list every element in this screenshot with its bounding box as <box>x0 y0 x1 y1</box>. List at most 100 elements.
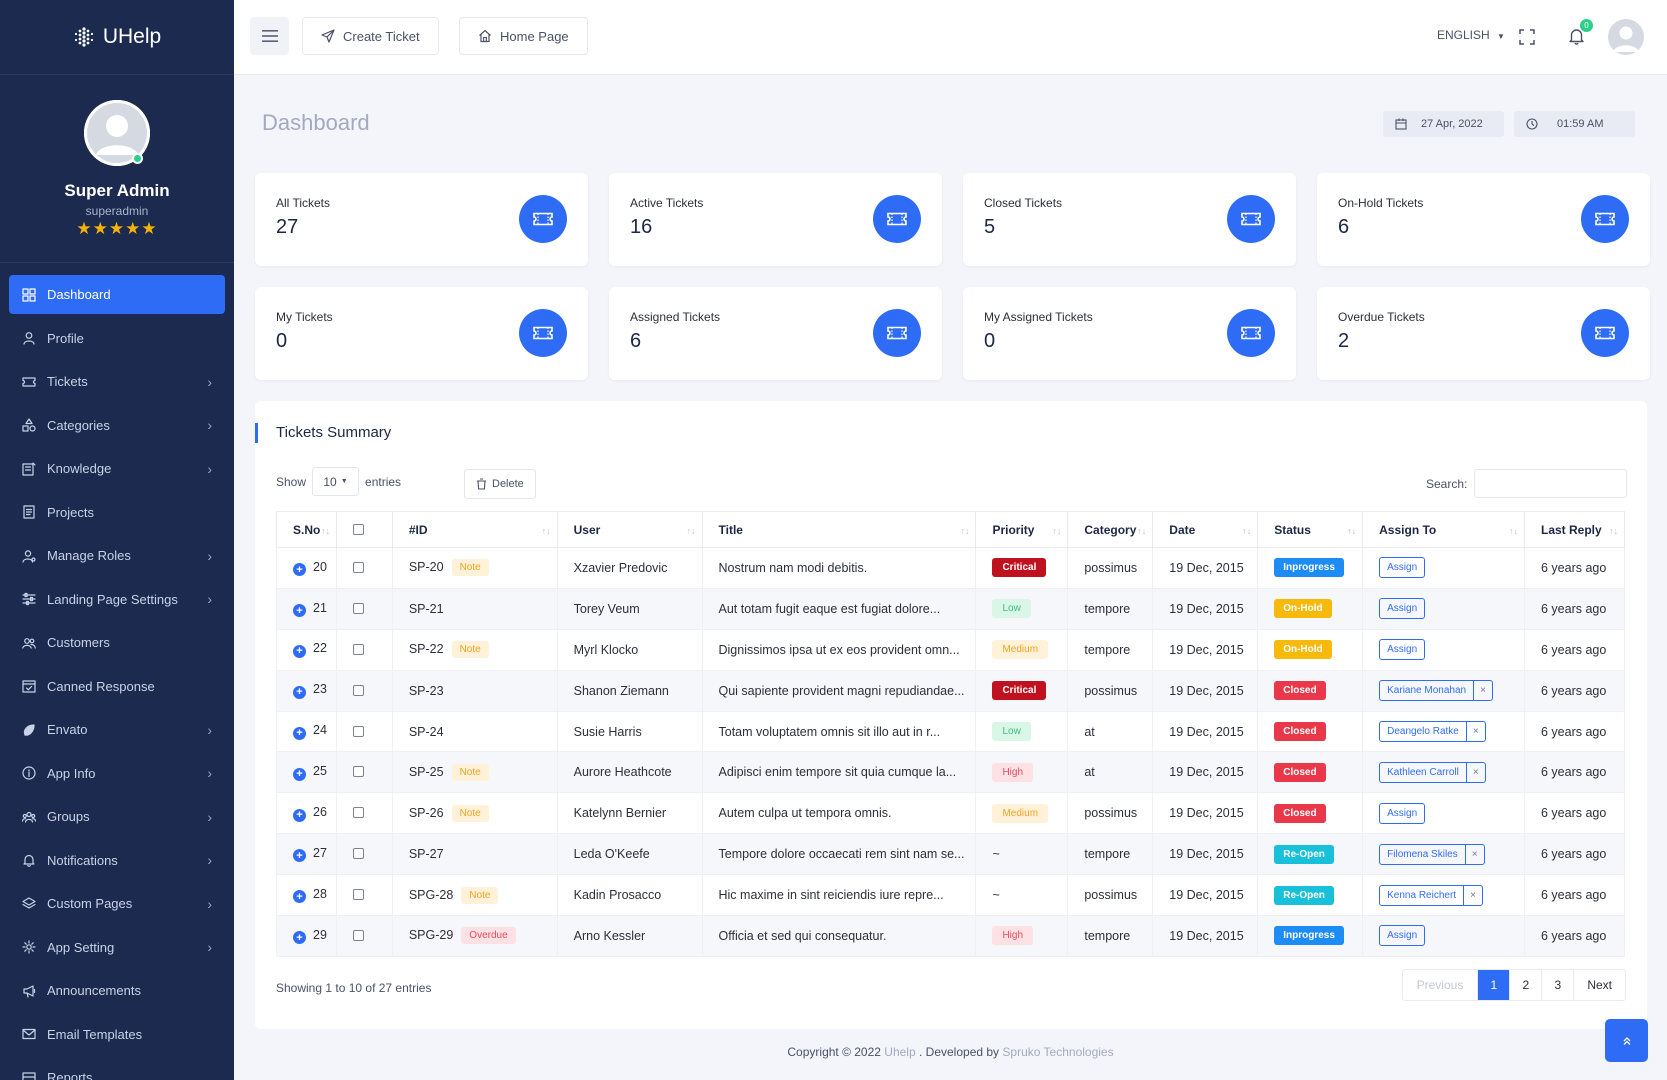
delete-button[interactable]: Delete <box>464 469 536 499</box>
stat-card-closed-tickets[interactable]: Closed Tickets 5 <box>963 173 1296 266</box>
sidebar-item-groups[interactable]: Groups › <box>9 797 225 836</box>
table-row[interactable]: +22 SP-22 Note Myrl Klocko Dignissimos ipsa … <box>276 629 1625 671</box>
table-row[interactable]: +25 SP-25 Note Aurore Heathcote Adipisci eni… <box>276 751 1625 794</box>
brand-logo[interactable]: UHelp <box>0 0 234 75</box>
ticket-id-link[interactable]: SP-24 <box>408 724 444 739</box>
table-row[interactable]: +23 SP-23 Shanon Ziemann Qui sapiente provi… <box>276 670 1625 712</box>
ticket-title-link[interactable]: Hic maxime in sint reiciendis iure repre… <box>718 888 944 903</box>
table-row[interactable]: +21 SP-21 Torey Veum Aut totam fugit eaque … <box>276 588 1625 630</box>
sidebar-item-notifications[interactable]: Notifications › <box>9 841 225 880</box>
column-header[interactable]: Date ↑↓ <box>1152 511 1259 548</box>
ticket-title-link[interactable]: Tempore dolore occaecati rem sint nam se… <box>718 847 965 862</box>
sidebar-item-categories[interactable]: Categories › <box>9 406 225 445</box>
assign-button[interactable]: Assign <box>1379 557 1426 579</box>
stat-card-assigned-tickets[interactable]: Assigned Tickets 6 <box>609 287 942 380</box>
ticket-title-link[interactable]: Aut totam fugit eaque est fugiat dolore.… <box>718 601 941 616</box>
stat-card-my-assigned-tickets[interactable]: My Assigned Tickets 0 <box>963 287 1296 380</box>
sidebar-item-landing-page-settings[interactable]: Landing Page Settings › <box>9 580 225 619</box>
assign-button[interactable]: Filomena Skiles × <box>1379 843 1485 865</box>
ticket-id-link[interactable]: SP-25 <box>408 764 444 779</box>
remove-assignee-icon[interactable]: × <box>1465 722 1485 741</box>
select-all-checkbox[interactable] <box>352 523 364 535</box>
stat-card-on-hold-tickets[interactable]: On-Hold Tickets 6 <box>1317 173 1650 266</box>
page-3-button[interactable]: 3 <box>1542 970 1575 1000</box>
table-row[interactable]: +26 SP-26 Note Katelynn Bernier Autem culpa … <box>276 792 1625 835</box>
row-checkbox[interactable] <box>352 725 364 737</box>
assign-button[interactable]: Assign <box>1379 802 1426 824</box>
sidebar-item-announcements[interactable]: Announcements <box>9 971 225 1010</box>
ticket-title-link[interactable]: Autem culpa ut tempora omnis. <box>718 806 892 821</box>
ticket-title-link[interactable]: Qui sapiente provident magni repudiandae… <box>718 683 965 698</box>
expand-row-icon[interactable]: + <box>293 685 306 699</box>
row-checkbox[interactable] <box>352 643 364 655</box>
expand-row-icon[interactable]: + <box>293 604 306 618</box>
page-2-button[interactable]: 2 <box>1510 970 1543 1000</box>
ticket-id-link[interactable]: SP-21 <box>408 601 444 616</box>
avatar[interactable] <box>84 100 150 166</box>
sidebar-item-reports[interactable]: Reports <box>9 1058 225 1080</box>
row-checkbox[interactable] <box>352 602 364 614</box>
previous-page-button[interactable]: Previous <box>1403 970 1479 1000</box>
ticket-id-link[interactable]: SP-26 <box>408 805 444 820</box>
remove-assignee-icon[interactable]: × <box>1473 681 1492 701</box>
stat-card-overdue-tickets[interactable]: Overdue Tickets 2 <box>1317 287 1650 380</box>
select-all-header[interactable] <box>336 511 393 548</box>
row-checkbox[interactable] <box>352 766 364 778</box>
company-link[interactable]: Spruko Technologies <box>1002 1045 1114 1059</box>
search-input[interactable] <box>1474 469 1628 498</box>
sidebar-item-custom-pages[interactable]: Custom Pages › <box>9 884 225 923</box>
assign-button[interactable]: Assign <box>1379 639 1426 661</box>
ticket-id-link[interactable]: SP-20 <box>408 560 444 575</box>
expand-row-icon[interactable]: + <box>293 849 306 863</box>
row-checkbox[interactable] <box>352 929 364 941</box>
expand-row-icon[interactable]: + <box>293 644 306 658</box>
fullscreen-icon[interactable] <box>1519 29 1535 45</box>
table-row[interactable]: +27 SP-27 Leda O'Keefe Tempore dolore occae… <box>276 833 1625 876</box>
column-header[interactable]: Last Reply ↑↓ <box>1524 511 1625 548</box>
ticket-title-link[interactable]: Dignissimos ipsa ut ex eos provident omn… <box>718 642 960 657</box>
scroll-to-top-button[interactable] <box>1605 1019 1648 1062</box>
column-header[interactable]: Priority ↑↓ <box>975 511 1069 548</box>
sidebar-item-envato[interactable]: Envato › <box>9 710 225 749</box>
ticket-title-link[interactable]: Nostrum nam modi debitis. <box>718 560 868 575</box>
table-row[interactable]: +28 SPG-28 Note Kadin Prosacco Hic maxime in… <box>276 874 1625 917</box>
column-header[interactable]: Status ↑↓ <box>1257 511 1364 548</box>
sidebar-item-customers[interactable]: Customers <box>9 623 225 662</box>
entries-select[interactable]: 10 ▼ <box>312 467 360 496</box>
column-header[interactable]: S.No ↑↓ <box>276 511 337 548</box>
expand-row-icon[interactable]: + <box>293 808 306 822</box>
expand-row-icon[interactable]: + <box>293 931 306 945</box>
row-checkbox[interactable] <box>352 889 364 901</box>
assign-button[interactable]: Assign <box>1379 925 1426 947</box>
sidebar-item-projects[interactable]: Projects <box>9 493 225 532</box>
row-checkbox[interactable] <box>352 807 364 819</box>
stat-card-active-tickets[interactable]: Active Tickets 16 <box>609 173 942 266</box>
assign-button[interactable]: Kathleen Carroll × <box>1379 761 1486 783</box>
sidebar-item-app-info[interactable]: App Info › <box>9 754 225 793</box>
expand-row-icon[interactable]: + <box>293 563 306 577</box>
ticket-id-link[interactable]: SP-23 <box>408 683 444 698</box>
remove-assignee-icon[interactable]: × <box>1463 885 1482 905</box>
ticket-id-link[interactable]: SP-22 <box>408 642 444 657</box>
table-row[interactable]: +20 SP-20 Note Xzavier Predovic Nostrum nam … <box>276 547 1625 589</box>
assign-button[interactable]: Deangelo Ratke × <box>1379 721 1486 742</box>
menu-toggle-button[interactable] <box>250 17 289 55</box>
sidebar-item-knowledge[interactable]: Knowledge › <box>9 449 225 488</box>
expand-row-icon[interactable]: + <box>293 767 306 781</box>
expand-row-icon[interactable]: + <box>293 726 306 740</box>
sidebar-item-profile[interactable]: Profile <box>9 319 225 358</box>
assign-button[interactable]: Kariane Monahan × <box>1379 680 1493 702</box>
ticket-id-link[interactable]: SPG-28 <box>408 887 454 902</box>
sidebar-item-app-setting[interactable]: App Setting › <box>9 928 225 967</box>
column-header[interactable]: Title ↑↓ <box>702 511 977 548</box>
table-row[interactable]: +29 SPG-29 Overdue Arno Kessler Officia et s… <box>276 915 1625 957</box>
next-page-button[interactable]: Next <box>1587 978 1612 992</box>
column-header[interactable]: User ↑↓ <box>557 511 703 548</box>
ticket-title-link[interactable]: Totam voluptatem omnis sit illo aut in r… <box>718 724 941 739</box>
table-row[interactable]: +24 SP-24 Susie Harris Totam voluptatem omn… <box>276 711 1625 753</box>
row-checkbox[interactable] <box>352 684 364 696</box>
bell-icon[interactable] <box>1568 27 1585 45</box>
app-link[interactable]: Uhelp <box>884 1045 916 1059</box>
ticket-id-link[interactable]: SP-27 <box>408 847 444 862</box>
ticket-id-link[interactable]: SPG-29 <box>408 928 454 943</box>
